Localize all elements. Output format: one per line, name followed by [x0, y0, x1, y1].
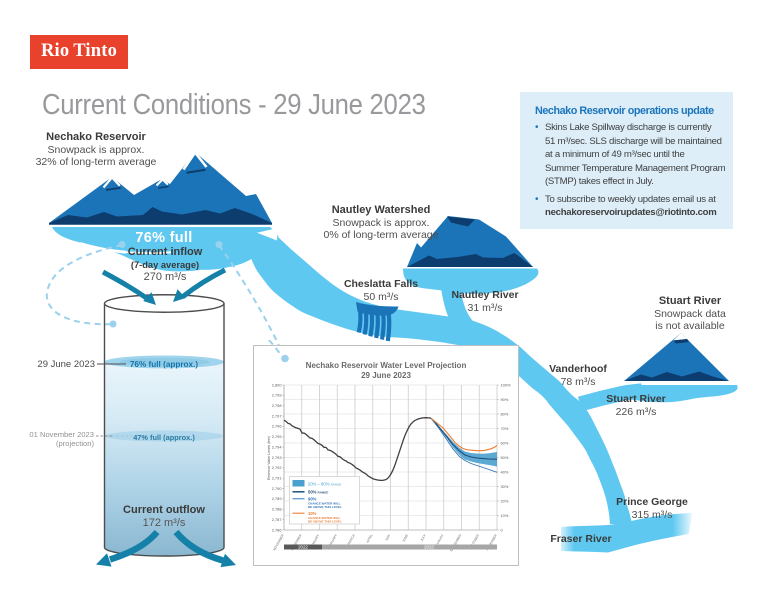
svg-text:10%: 10% [501, 513, 509, 518]
svg-text:20% – 80% RANGE: 20% – 80% RANGE [308, 481, 341, 486]
svg-text:2,789: 2,789 [272, 496, 282, 501]
svg-text:MARCH: MARCH [347, 533, 357, 546]
svg-text:2,794: 2,794 [272, 444, 283, 449]
svg-text:2,790: 2,790 [272, 486, 283, 491]
svg-text:BE ABOVE THIS LEVEL: BE ABOVE THIS LEVEL [308, 505, 342, 509]
svg-text:2,795: 2,795 [272, 434, 282, 439]
svg-text:BE ABOVE THIS LEVEL: BE ABOVE THIS LEVEL [308, 520, 342, 524]
svg-text:30%: 30% [501, 484, 509, 489]
svg-text:29 June 2023: 29 June 2023 [361, 371, 411, 380]
svg-text:2,787: 2,787 [272, 517, 282, 522]
svg-text:50%: 50% [501, 455, 509, 460]
svg-text:2,797: 2,797 [272, 413, 282, 418]
svg-text:APRIL: APRIL [366, 533, 374, 543]
svg-text:SEPTEMBER: SEPTEMBER [449, 533, 463, 553]
svg-text:2,796: 2,796 [272, 424, 282, 429]
svg-text:Reservoir Water Levels (feet): Reservoir Water Levels (feet) [267, 436, 271, 480]
svg-text:70%: 70% [501, 426, 509, 431]
svg-text:100%: 100% [501, 382, 511, 387]
svg-text:Nechako Reservoir Water Level: Nechako Reservoir Water Level Projection [306, 361, 467, 370]
svg-text:CHANCE WATER WILL: CHANCE WATER WILL [308, 516, 341, 520]
svg-text:AUGUST: AUGUST [435, 533, 445, 547]
svg-text:JUNE: JUNE [401, 534, 409, 543]
svg-text:90%: 90% [501, 397, 509, 402]
svg-text:OCTOBER: OCTOBER [469, 533, 481, 549]
svg-text:2022: 2022 [298, 545, 308, 550]
svg-text:0: 0 [501, 527, 504, 532]
svg-text:2,786: 2,786 [272, 527, 282, 532]
svg-text:2,799: 2,799 [272, 393, 282, 398]
svg-text:90%: 90% [308, 497, 317, 502]
svg-text:JULY: JULY [420, 533, 428, 542]
svg-text:80%: 80% [501, 411, 509, 416]
svg-text:40%: 40% [501, 469, 509, 474]
svg-text:MAY: MAY [385, 533, 392, 542]
svg-text:CHANCE WATER WILL: CHANCE WATER WILL [308, 502, 341, 506]
svg-text:2,792: 2,792 [272, 465, 282, 470]
svg-text:50% RANGE: 50% RANGE [308, 489, 328, 494]
svg-text:20%: 20% [501, 498, 509, 503]
svg-text:2,791: 2,791 [272, 476, 282, 481]
svg-text:60%: 60% [501, 440, 509, 445]
svg-text:JANUARY: JANUARY [309, 533, 320, 549]
svg-text:2,793: 2,793 [272, 455, 282, 460]
svg-text:NOVEMBER: NOVEMBER [272, 533, 285, 551]
svg-text:2,798: 2,798 [272, 403, 282, 408]
svg-text:2,788: 2,788 [272, 507, 282, 512]
svg-text:10%: 10% [308, 511, 317, 516]
svg-text:2023: 2023 [424, 545, 434, 550]
svg-text:2,800: 2,800 [272, 382, 283, 387]
